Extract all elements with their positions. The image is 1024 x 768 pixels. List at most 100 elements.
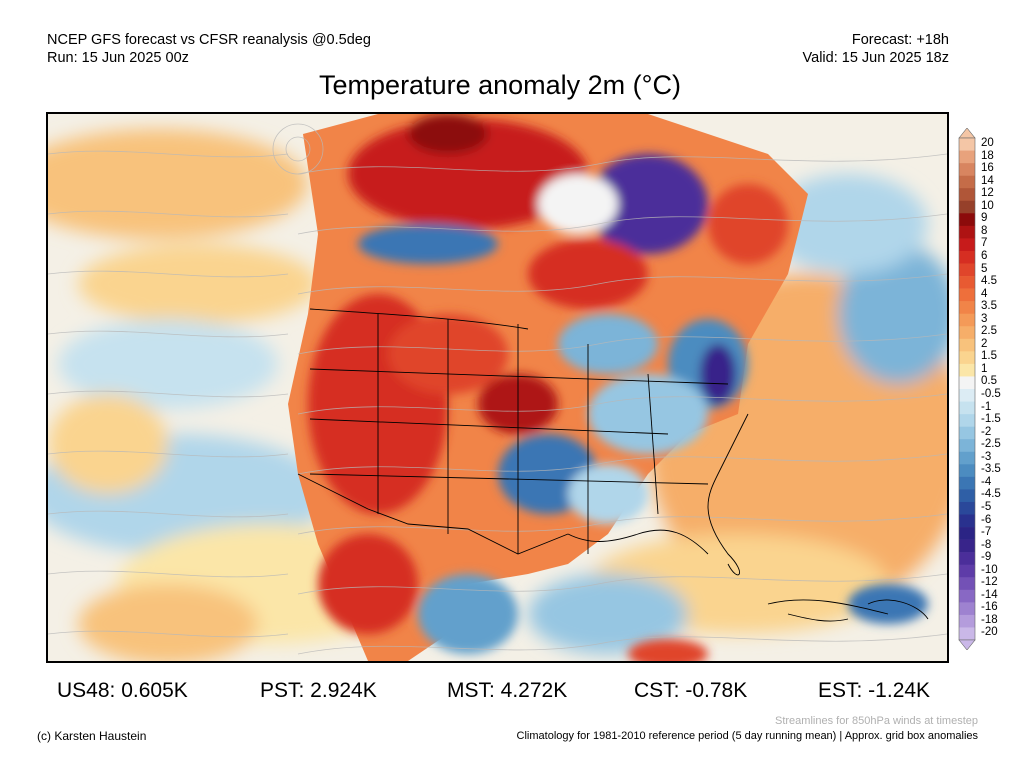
colorbar-swatch xyxy=(959,401,975,415)
colorbar-swatch xyxy=(959,213,975,227)
colorbar-swatch xyxy=(959,376,975,390)
climatology-note: Climatology for 1981-2010 reference peri… xyxy=(516,730,978,742)
colorbar-label: -12 xyxy=(981,576,998,589)
colorbar-swatch xyxy=(959,250,975,264)
colorbar-swatch xyxy=(959,527,975,540)
colorbar-swatch xyxy=(959,313,975,327)
colorbar-swatch xyxy=(959,351,975,365)
colorbar-label: -4.5 xyxy=(981,488,1001,501)
colorbar-label: 4.5 xyxy=(981,275,997,288)
colorbar-swatch xyxy=(959,627,975,641)
colorbar-label: -5 xyxy=(981,500,992,513)
stat-pst: PST: 2.924K xyxy=(260,679,377,702)
colorbar-label: 2 xyxy=(981,337,988,350)
colorbar-label: 0.5 xyxy=(981,375,997,388)
stat-cst: CST: -0.78K xyxy=(634,679,748,702)
colorbar-label: -18 xyxy=(981,613,998,626)
forecast-line: Forecast: +18h xyxy=(851,32,949,48)
colorbar-swatch xyxy=(959,175,975,189)
colorbar-label: 9 xyxy=(981,212,988,225)
colorbar-label: -4 xyxy=(981,475,992,488)
colorbar-label: -0.5 xyxy=(981,388,1001,400)
colorbar-swatch xyxy=(959,501,975,515)
colorbar-label: -1 xyxy=(981,400,992,413)
colorbar-swatch xyxy=(959,225,975,239)
colorbar-swatch xyxy=(959,614,975,628)
colorbar-label: -20 xyxy=(981,626,998,639)
colorbar-bottom-arrow xyxy=(958,639,976,650)
valid-line: Valid: 15 Jun 2025 18z xyxy=(802,50,949,66)
colorbar-label: 10 xyxy=(981,199,994,212)
colorbar-swatch xyxy=(959,163,975,176)
copyright: (c) Karsten Haustein xyxy=(37,729,147,743)
colorbar-label: -7 xyxy=(981,526,992,539)
colorbar-swatch xyxy=(959,288,975,302)
colorbar-label: 14 xyxy=(981,174,994,187)
stat-mst: MST: 4.272K xyxy=(447,679,568,702)
colorbar-swatch xyxy=(959,238,975,252)
colorbar-swatch xyxy=(959,301,975,314)
colorbar-label: 6 xyxy=(981,249,988,262)
regional-stats: US48: 0.605K PST: 2.924K MST: 4.272K CST… xyxy=(0,679,1024,705)
streamline-note: Streamlines for 850hPa winds at timestep xyxy=(775,715,978,727)
colorbar-label: 1 xyxy=(981,362,988,375)
colorbar-label: 16 xyxy=(981,162,994,175)
political-borders xyxy=(297,308,929,622)
colorbar-label: -10 xyxy=(981,563,998,576)
colorbar-label: -1.5 xyxy=(981,413,1001,426)
colorbar xyxy=(958,128,976,650)
colorbar-swatch xyxy=(959,426,975,440)
colorbar-swatch xyxy=(959,451,975,465)
colorbar-swatch xyxy=(959,326,975,340)
colorbar-swatch xyxy=(959,276,975,289)
colorbar-swatch xyxy=(959,389,975,402)
run-line: Run: 15 Jun 2025 00z xyxy=(47,50,189,66)
header-left: NCEP GFS forecast vs CFSR reanalysis @0.… xyxy=(47,31,371,67)
colorbar-swatch xyxy=(959,489,975,503)
colorbar-label: 8 xyxy=(981,224,988,237)
map-title: Temperature anomaly 2m (°C) xyxy=(319,70,681,100)
anomaly-map xyxy=(46,112,949,663)
colorbar-label: -8 xyxy=(981,538,992,551)
colorbar-label: -14 xyxy=(981,588,998,601)
colorbar-label: 3.5 xyxy=(981,300,997,313)
colorbar-swatch xyxy=(959,414,975,427)
colorbar-label: 4 xyxy=(981,287,988,300)
colorbar-swatch xyxy=(959,476,975,490)
stat-us48: US48: 0.605K xyxy=(57,679,188,702)
colorbar-swatch xyxy=(959,263,975,277)
colorbar-swatch xyxy=(959,363,975,377)
colorbar-swatch xyxy=(959,338,975,352)
colorbar-swatch xyxy=(959,200,975,214)
colorbar-label: 1.5 xyxy=(981,350,997,363)
colorbar-label: -3.5 xyxy=(981,463,1001,476)
colorbar-label: -2 xyxy=(981,425,992,438)
colorbar-swatch xyxy=(959,589,975,603)
colorbar-label: 12 xyxy=(981,187,994,200)
wind-streamlines xyxy=(48,123,947,655)
colorbar-label: -6 xyxy=(981,513,992,526)
colorbar-label: -3 xyxy=(981,450,992,463)
colorbar-label: -2.5 xyxy=(981,438,1001,451)
colorbar-swatch xyxy=(959,514,975,528)
colorbar-swatch xyxy=(959,464,975,478)
header-right: Forecast: +18h Valid: 15 Jun 2025 18z xyxy=(803,31,949,67)
stat-est: EST: -1.24K xyxy=(818,679,931,702)
colorbar-swatch xyxy=(959,138,975,151)
colorbar-swatch xyxy=(959,564,975,578)
colorbar-swatch xyxy=(959,539,975,553)
colorbar-swatch xyxy=(959,150,975,164)
colorbar-swatch xyxy=(959,602,975,616)
colorbar-swatch xyxy=(959,188,975,202)
colorbar-top-arrow xyxy=(958,128,976,139)
colorbar-label: 7 xyxy=(981,237,988,250)
model-line: NCEP GFS forecast vs CFSR reanalysis @0.… xyxy=(47,32,371,48)
colorbar-swatch xyxy=(959,552,975,565)
colorbar-label: 20 xyxy=(981,137,994,149)
colorbar-label: 2.5 xyxy=(981,325,997,338)
map-canvas xyxy=(48,114,947,661)
colorbar-swatch xyxy=(959,577,975,591)
colorbar-label: 3 xyxy=(981,312,988,325)
colorbar-swatch xyxy=(959,439,975,453)
colorbar-label: 18 xyxy=(981,149,994,162)
